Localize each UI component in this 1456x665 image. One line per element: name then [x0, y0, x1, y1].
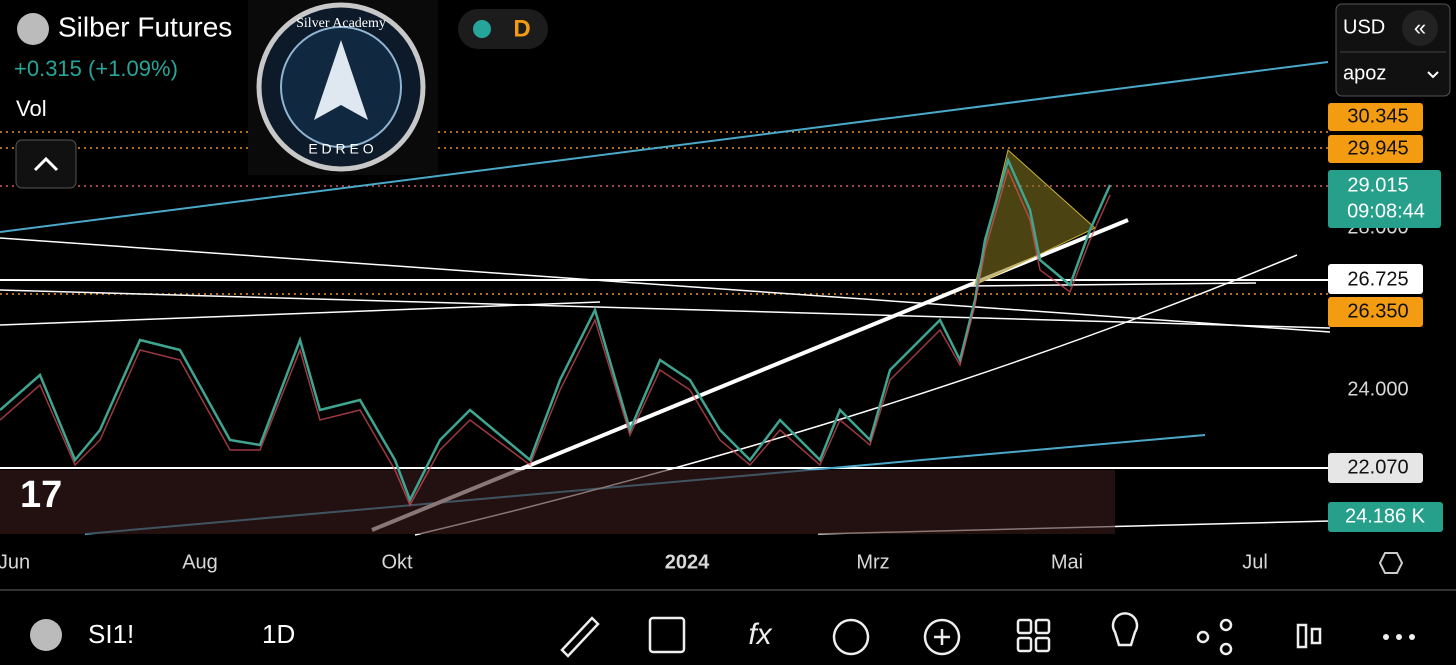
trend-line	[0, 237, 1331, 333]
draw-icon[interactable]	[560, 616, 600, 658]
collapse-button[interactable]	[15, 139, 77, 189]
time-label: Aug	[182, 551, 218, 573]
toolbar-symbol[interactable]: SI1!	[88, 619, 134, 649]
collapse-icon[interactable]	[1402, 10, 1438, 46]
symbol-icon	[30, 619, 62, 651]
candle-icon	[1310, 627, 1322, 645]
add-icon[interactable]	[923, 618, 961, 656]
candle-icon[interactable]	[1296, 623, 1308, 649]
indicator-icon[interactable]: fx	[748, 618, 772, 651]
trend-line	[0, 289, 1331, 329]
dot	[1396, 634, 1402, 640]
price-tag-text: 26.350	[1347, 300, 1408, 322]
price-levels	[0, 131, 1330, 295]
price-tag	[1328, 453, 1423, 483]
dot	[1383, 634, 1389, 640]
volume-area	[0, 470, 1115, 534]
symbol-icon	[17, 13, 49, 45]
price-tag-text: 29.945	[1347, 137, 1408, 159]
countdown: 09:08:44	[1347, 200, 1425, 222]
price-tag-text: 29.015	[1347, 174, 1408, 196]
toolbar-interval[interactable]: 1D	[262, 619, 295, 649]
price-tag-text: 24.186 K	[1345, 505, 1426, 527]
price-axis-label: 24.000	[1347, 378, 1408, 400]
status-dot	[473, 20, 491, 38]
trend-line	[0, 61, 1329, 233]
price-tag-text: 22.070	[1347, 456, 1408, 478]
dropdown-arrow	[1427, 71, 1439, 79]
price-tag	[1328, 502, 1443, 532]
trend-line	[969, 282, 1257, 287]
collapse-chevrons: «	[1414, 15, 1426, 40]
logo-title: Silver Academy	[296, 16, 386, 31]
account: apoz	[1343, 62, 1386, 84]
price-tag	[1328, 264, 1423, 294]
chevron-up	[33, 156, 59, 172]
time-label: Mai	[1051, 551, 1083, 573]
interval-badge-text: D	[513, 15, 530, 42]
logo-subtitle: E D R E O	[308, 141, 373, 157]
trend-lines	[0, 61, 1331, 536]
toolbar-icons: fx	[560, 612, 1322, 658]
price-tag	[1328, 135, 1423, 163]
volume-label: Vol	[16, 96, 47, 121]
layout-icon	[1034, 618, 1051, 635]
tv-logo: 17	[20, 474, 62, 516]
ideas-icon[interactable]	[1111, 612, 1139, 647]
time-label: Jun	[0, 551, 30, 573]
more-icon[interactable]	[1383, 634, 1415, 640]
price-path-down	[0, 167, 1111, 507]
alert-icon[interactable]	[832, 618, 870, 656]
logo-emblem	[314, 40, 368, 120]
layout-icon	[1034, 636, 1051, 653]
layout-icon	[1016, 636, 1033, 653]
trend-line	[0, 301, 601, 326]
share-dot	[1219, 618, 1233, 632]
price-tag	[1328, 297, 1423, 327]
share-icon[interactable]	[1196, 630, 1210, 644]
currency: USD	[1343, 16, 1385, 38]
settings-icon[interactable]	[1378, 552, 1404, 574]
price-change: +0.315 (+1.09%)	[14, 56, 178, 81]
interval-badge[interactable]	[458, 9, 548, 49]
layout-icon[interactable]	[1016, 618, 1033, 635]
price-tag	[1328, 170, 1441, 228]
time-label: Okt	[381, 551, 413, 573]
symbol-name: Silber Futures	[58, 11, 232, 42]
time-label: 2024	[665, 551, 710, 573]
price-tag-text: 26.725	[1347, 268, 1408, 290]
time-label: Mrz	[856, 551, 889, 573]
share-dot	[1219, 642, 1233, 656]
time-label: Jul	[1242, 551, 1268, 573]
plus	[934, 629, 950, 645]
dot	[1409, 634, 1415, 640]
price-path	[0, 156, 1112, 504]
watchlist-icon[interactable]	[648, 616, 686, 654]
price-tag	[1328, 103, 1423, 131]
price-tag-text: 30.345	[1347, 105, 1408, 127]
